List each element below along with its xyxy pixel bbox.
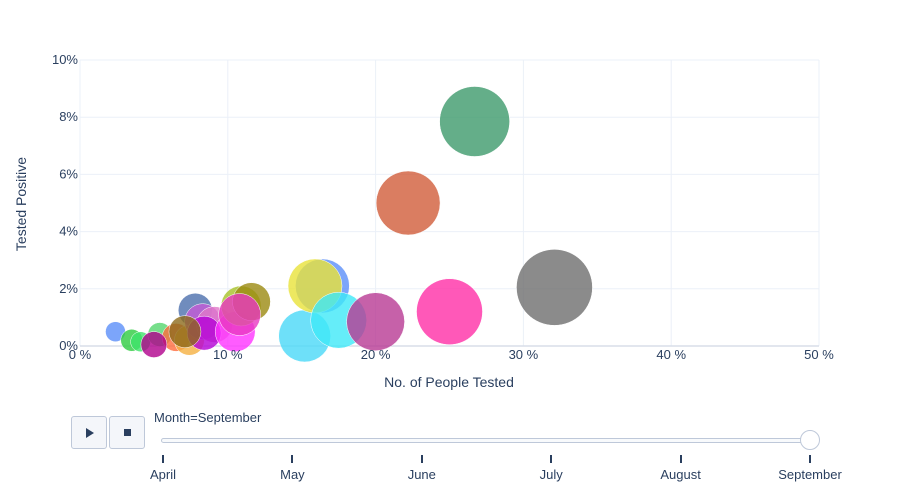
slider-step-tick — [550, 455, 553, 463]
slider-step-tick — [809, 455, 811, 463]
x-tick-label: 10 % — [213, 347, 243, 362]
play-icon — [86, 428, 94, 438]
y-tick-label: 4% — [59, 224, 78, 239]
x-tick-label: 40 % — [656, 347, 686, 362]
bubble[interactable] — [375, 170, 441, 236]
bubble[interactable] — [218, 293, 261, 336]
bubble[interactable] — [439, 86, 510, 157]
slider-rail[interactable] — [161, 438, 811, 443]
slider-step-label[interactable]: July — [539, 467, 563, 482]
slider-step-tick — [420, 455, 423, 463]
bubble-layer[interactable] — [105, 86, 593, 363]
bubble[interactable] — [168, 315, 202, 348]
x-tick-label: 30 % — [509, 347, 539, 362]
bubble[interactable] — [140, 331, 168, 358]
y-tick-label: 0% — [59, 338, 78, 353]
x-axis-title: No. of People Tested — [384, 374, 514, 390]
bubble[interactable] — [346, 292, 405, 351]
y-tick-label: 10% — [52, 52, 78, 67]
slider-step-label[interactable]: August — [660, 467, 701, 482]
stop-button[interactable] — [109, 416, 145, 449]
slider-handle[interactable] — [800, 430, 820, 450]
x-tick-label: 20 % — [361, 347, 391, 362]
bubble[interactable] — [516, 249, 593, 326]
slider-step-label[interactable]: June — [407, 467, 436, 482]
x-tick-label: 50 % — [804, 347, 834, 362]
slider-step-label[interactable]: April — [149, 467, 177, 482]
slider-current-value: Month=September — [154, 410, 262, 425]
slider-step-tick — [162, 455, 164, 463]
y-tick-label: 2% — [59, 281, 78, 296]
stop-icon — [124, 429, 131, 436]
play-button[interactable] — [71, 416, 107, 449]
slider-step-tick — [291, 455, 294, 463]
y-axis-title: Tested Positive — [13, 157, 29, 251]
tick-layer: 0 % 10 % 20 % 30 % 40 % 50 % 0% 2% 4% 6% 8% 10% — [52, 52, 834, 362]
slider-step-label[interactable]: May — [280, 467, 305, 482]
y-tick-label: 6% — [59, 166, 78, 181]
slider-step-tick — [679, 455, 682, 463]
bubble[interactable] — [416, 278, 483, 345]
slider-step-label[interactable]: September — [778, 467, 842, 482]
y-tick-label: 8% — [59, 109, 78, 124]
x-tick-label: 0 % — [69, 347, 92, 362]
